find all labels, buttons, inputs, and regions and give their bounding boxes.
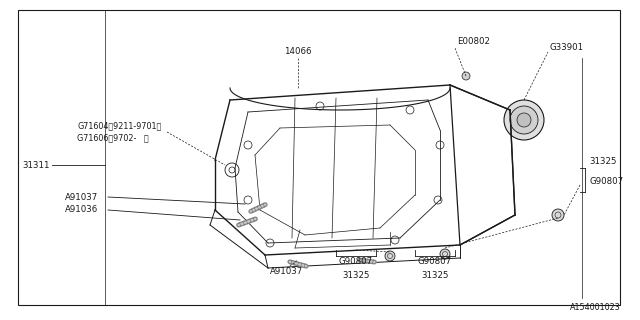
Text: G71606よ9702-   〉: G71606よ9702- 〉 xyxy=(77,133,148,142)
Circle shape xyxy=(462,72,470,80)
Text: G90807: G90807 xyxy=(589,178,623,187)
Text: G71604よ9211-9701〉: G71604よ9211-9701〉 xyxy=(77,122,161,131)
Text: E00802: E00802 xyxy=(457,37,490,46)
Text: 31325: 31325 xyxy=(589,157,616,166)
Text: G90807: G90807 xyxy=(418,257,452,266)
Text: 31325: 31325 xyxy=(342,270,370,279)
Text: 14066: 14066 xyxy=(284,47,312,57)
Circle shape xyxy=(552,209,564,221)
Text: 31325: 31325 xyxy=(421,270,449,279)
Circle shape xyxy=(510,106,538,134)
Circle shape xyxy=(440,249,450,259)
Circle shape xyxy=(517,113,531,127)
Circle shape xyxy=(504,100,544,140)
Text: A91037: A91037 xyxy=(270,268,303,276)
Circle shape xyxy=(385,251,395,261)
Text: A154001023: A154001023 xyxy=(570,303,621,313)
Text: 31311: 31311 xyxy=(22,161,49,170)
Text: G90807: G90807 xyxy=(339,257,373,266)
Text: A91037: A91037 xyxy=(65,193,99,202)
Text: A91036: A91036 xyxy=(65,205,99,214)
Text: G33901: G33901 xyxy=(550,44,584,52)
